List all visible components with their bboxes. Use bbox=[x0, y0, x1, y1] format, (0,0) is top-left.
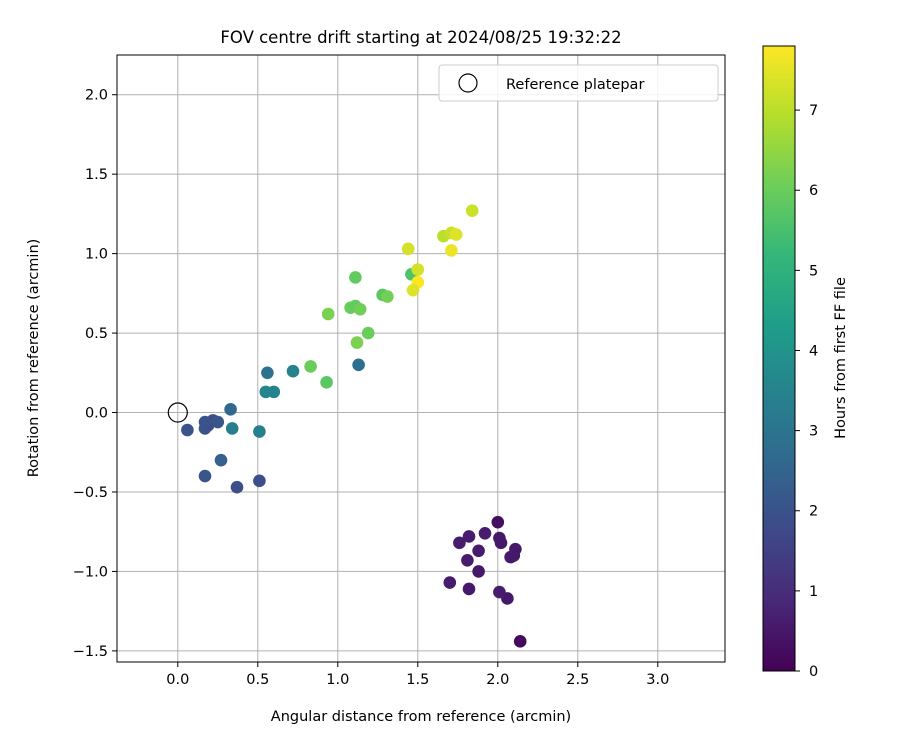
data-point bbox=[225, 422, 239, 435]
y-tick-label: 0.5 bbox=[85, 326, 108, 342]
data-point bbox=[381, 290, 394, 303]
y-tick-label: −0.5 bbox=[73, 485, 108, 501]
data-point bbox=[443, 576, 457, 589]
plot-frame bbox=[116, 54, 726, 663]
data-point bbox=[461, 554, 474, 567]
data-point bbox=[350, 336, 364, 349]
data-point bbox=[462, 530, 476, 543]
colorbar-frame bbox=[762, 45, 796, 672]
y-tick-label: 1.5 bbox=[85, 167, 108, 183]
data-point bbox=[491, 515, 505, 529]
data-point bbox=[267, 385, 281, 399]
data-point bbox=[462, 582, 476, 596]
y-axis-label: Rotation from reference (arcmin) bbox=[26, 239, 42, 478]
data-point bbox=[253, 425, 266, 438]
x-ticks: 0.0 0.5 1.0 1.5 2.0 2.5 3.0 bbox=[166, 662, 669, 688]
grid-lines bbox=[117, 55, 725, 662]
colorbar-label: Hours from first FF file bbox=[833, 277, 849, 439]
colorbar-tick-label: 1 bbox=[809, 584, 818, 600]
x-tick-label: 0.0 bbox=[166, 672, 189, 688]
data-point bbox=[493, 585, 506, 599]
y-tick-label: 0.0 bbox=[85, 406, 108, 422]
legend: Reference platepar bbox=[438, 64, 719, 102]
scatter-points bbox=[181, 204, 527, 648]
data-point bbox=[513, 635, 527, 648]
data-point bbox=[411, 263, 425, 276]
data-point bbox=[445, 244, 458, 257]
data-point bbox=[321, 307, 335, 321]
chart-title: FOV centre drift starting at 2024/08/25 … bbox=[220, 28, 621, 47]
x-tick-label: 2.0 bbox=[486, 672, 509, 688]
y-ticks: −1.5 −1.0 −0.5 0.0 0.5 1.0 1.5 2.0 bbox=[73, 88, 117, 660]
data-point bbox=[198, 469, 212, 483]
legend-entry-reference: Reference platepar bbox=[506, 77, 644, 93]
y-tick-label: −1.0 bbox=[73, 564, 108, 580]
data-point bbox=[230, 480, 244, 494]
data-point bbox=[211, 415, 225, 429]
x-axis-label: Angular distance from reference (arcmin) bbox=[271, 709, 571, 725]
data-point bbox=[253, 474, 266, 488]
plot-area bbox=[117, 55, 725, 662]
data-point bbox=[465, 204, 479, 218]
colorbar-tick-label: 0 bbox=[809, 664, 818, 680]
data-point bbox=[472, 565, 485, 578]
legend-reference-marker-icon bbox=[458, 73, 478, 93]
data-point bbox=[478, 526, 492, 540]
data-point bbox=[509, 542, 522, 556]
data-point bbox=[493, 531, 506, 545]
colorbar-tick-label: 2 bbox=[809, 504, 818, 520]
y-tick-label: 2.0 bbox=[85, 88, 108, 104]
y-tick-label: 1.0 bbox=[85, 247, 108, 263]
y-tick-label: −1.5 bbox=[73, 644, 108, 660]
data-point bbox=[320, 376, 333, 389]
data-point bbox=[181, 423, 194, 437]
data-point bbox=[286, 364, 300, 378]
data-point bbox=[361, 326, 375, 340]
data-point bbox=[453, 536, 466, 550]
colorbar-ticks: 0 1 2 3 4 5 6 7 bbox=[795, 103, 818, 680]
data-point bbox=[406, 283, 420, 297]
data-point bbox=[214, 453, 228, 467]
data-point bbox=[304, 360, 317, 373]
colorbar bbox=[763, 46, 795, 671]
data-point bbox=[224, 403, 237, 416]
colorbar-tick-label: 3 bbox=[809, 424, 818, 440]
data-point bbox=[198, 415, 212, 429]
colorbar-tick-label: 4 bbox=[809, 343, 818, 359]
reference-platepar-marker bbox=[167, 402, 188, 423]
colorbar-tick-label: 6 bbox=[809, 183, 818, 199]
data-point bbox=[449, 228, 463, 241]
x-tick-label: 1.5 bbox=[406, 672, 429, 688]
data-point bbox=[472, 544, 485, 558]
x-tick-label: 3.0 bbox=[646, 672, 669, 688]
data-point bbox=[261, 366, 274, 380]
data-point bbox=[352, 358, 365, 372]
data-point bbox=[353, 302, 367, 316]
data-point bbox=[349, 271, 362, 284]
colorbar-tick-label: 5 bbox=[809, 263, 818, 279]
x-tick-label: 2.5 bbox=[566, 672, 589, 688]
reference-marker-layer bbox=[167, 402, 188, 423]
x-tick-label: 0.5 bbox=[246, 672, 269, 688]
legend-box bbox=[438, 64, 719, 102]
x-tick-label: 1.0 bbox=[326, 672, 349, 688]
data-point bbox=[401, 242, 415, 256]
colorbar-tick-label: 7 bbox=[809, 103, 818, 119]
